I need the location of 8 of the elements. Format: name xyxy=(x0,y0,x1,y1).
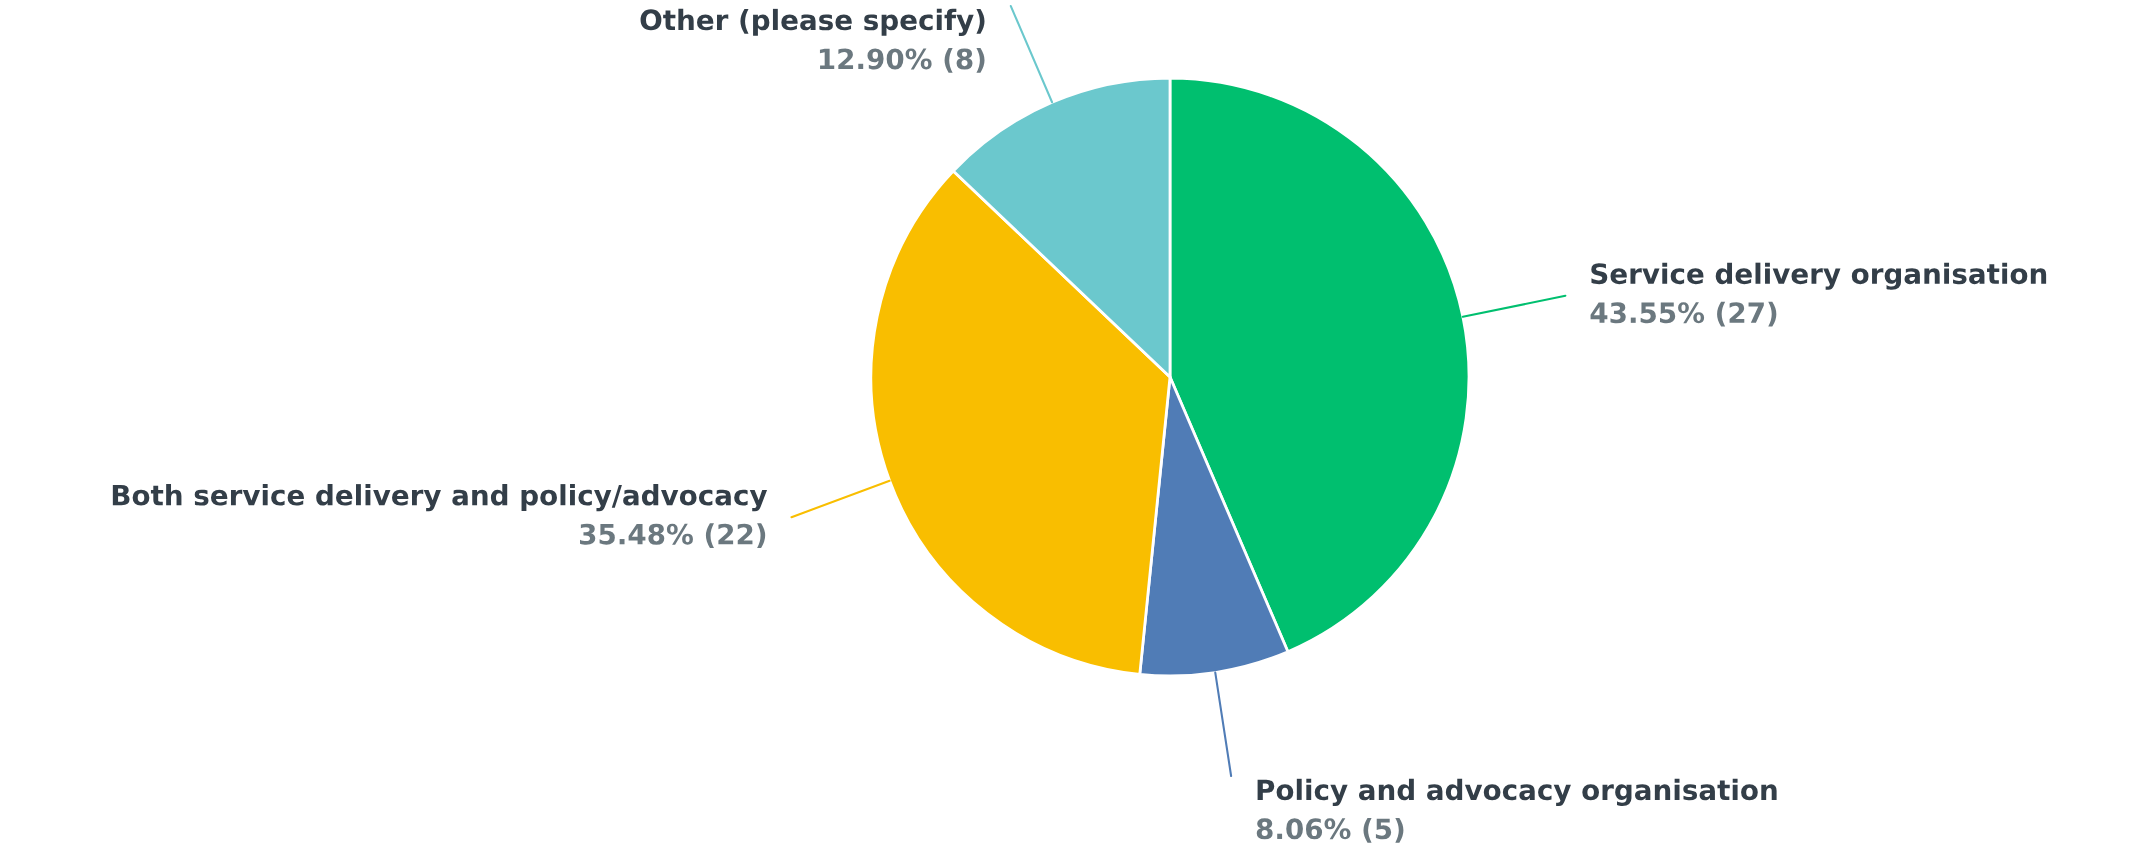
slice-label: Service delivery organisation xyxy=(1591,262,2047,290)
slice-label: Other (please specify) xyxy=(640,8,985,36)
data-label: 8.06% (5) xyxy=(1256,817,1404,843)
slice-label: Both service delivery and policy/advocacy xyxy=(112,484,768,512)
data-label: 43.55% (27) xyxy=(1590,301,1777,327)
data-label: 12.90% (8) xyxy=(819,47,985,73)
data-label: 35.48% (22) xyxy=(580,523,766,548)
slice-label: Policy and advocacy organisation xyxy=(1257,778,1777,806)
